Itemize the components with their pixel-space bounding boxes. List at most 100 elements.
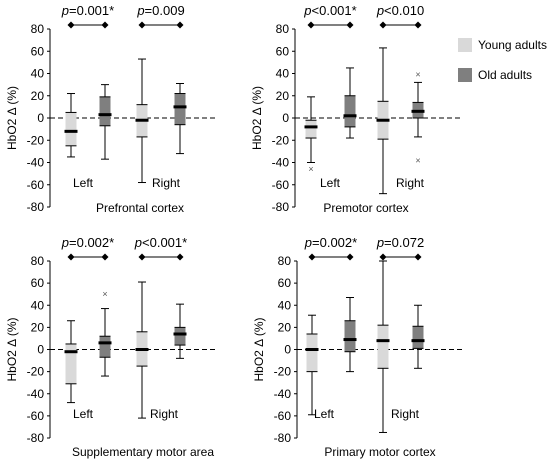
panel2-y-tick-label: 20 xyxy=(276,89,290,103)
panel1-y-tick-label: 60 xyxy=(31,44,45,58)
panel3-y-tick-label: 0 xyxy=(37,343,44,357)
panel2-y-tick-label: -80 xyxy=(272,200,290,214)
panel2-y-tick-label: 0 xyxy=(282,111,289,125)
panel2-group-left-p-number: <0.001* xyxy=(312,3,357,18)
panel2-group-left-bracket-end xyxy=(307,21,315,29)
panel1-group-right-bracket-end xyxy=(176,21,184,29)
panel2-group-left-p-value: p<0.001* xyxy=(303,3,356,18)
panel4-group-left-label: Left xyxy=(314,407,335,421)
panel1-group-left-bracket-end xyxy=(67,21,75,29)
panel1-y-axis-label: HbO2 Δ (%) xyxy=(5,86,19,150)
panel1-group-left-p-number: =0.001* xyxy=(69,3,114,18)
panel4-group-right-young-box xyxy=(377,325,389,369)
panel4-group-left-old-box xyxy=(344,320,356,352)
panel4-y-tick-label: 80 xyxy=(278,254,292,268)
panel2-group-left-young-outlier: × xyxy=(308,164,313,174)
panel4-group-left-p-number: =0.002* xyxy=(312,235,357,250)
panel4-group-right-p-number: =0.072 xyxy=(384,235,424,250)
legend-label-young: Young adults xyxy=(478,38,547,52)
panel2-y-tick-label: -40 xyxy=(272,156,290,170)
panel2-group-left-p-symbol: p xyxy=(303,3,311,18)
panel3-group-left-p-symbol: p xyxy=(61,235,69,250)
panel4-group-right-bracket-end xyxy=(379,253,387,261)
panel1-group-right-old-box xyxy=(174,93,186,125)
panel1-y-tick-label: 0 xyxy=(37,111,44,125)
panel2-y-tick-label: 40 xyxy=(276,67,290,81)
panel3-group-right-bracket-end xyxy=(176,253,184,261)
panel2-group-right-label: Right xyxy=(396,176,425,190)
panel4-group-left-p-symbol: p xyxy=(304,235,312,250)
panel2-group-right-bracket-end xyxy=(379,21,387,29)
legend-label-old: Old adults xyxy=(478,68,532,82)
panel3-group-right-label: Right xyxy=(150,407,179,421)
panel2-y-tick-label: 60 xyxy=(276,44,290,58)
panel1-group-left-bracket-end xyxy=(101,21,109,29)
panel1-y-tick-label: -80 xyxy=(27,200,45,214)
panel3-y-tick-label: 20 xyxy=(31,320,45,334)
panel1-title: Prefrontal cortex xyxy=(96,201,184,215)
panel1-group-right-p-symbol: p xyxy=(136,3,144,18)
panel2-group-right-bracket-end xyxy=(414,21,422,29)
panel1-group-right-bracket-end xyxy=(138,21,146,29)
panel2-group-left-bracket-end xyxy=(346,21,354,29)
panel4-y-tick-label: -60 xyxy=(274,409,292,423)
panel1-y-tick-label: 20 xyxy=(31,89,45,103)
panel2-group-left-young-box xyxy=(305,120,317,139)
panel1-group-left-old-box xyxy=(99,96,111,126)
panel3-group-right-bracket-end xyxy=(138,253,146,261)
panel4-y-axis-label: HbO2 Δ (%) xyxy=(252,317,266,381)
panel2-title: Premotor cortex xyxy=(323,201,408,215)
panel1-y-tick-label: -20 xyxy=(27,133,45,147)
panel4-y-tick-label: 40 xyxy=(278,298,292,312)
panel1-group-left-young-box xyxy=(65,112,77,146)
panel4-group-right-bracket-end xyxy=(414,253,422,261)
panel1-y-tick-label: -40 xyxy=(27,156,45,170)
panel4-group-right-p-symbol: p xyxy=(376,235,384,250)
panel1-group-left-p-value: p=0.001* xyxy=(61,3,114,18)
panel3-group-right-old-box xyxy=(174,327,186,346)
panel4-y-tick-label: -20 xyxy=(274,365,292,379)
panel2-group-right-p-number: <0.010 xyxy=(384,3,424,18)
panel4-group-left-young-box xyxy=(306,334,318,372)
panel3-group-left-young-box xyxy=(65,343,77,384)
panel1-y-tick-label: -60 xyxy=(27,178,45,192)
panel3-y-tick-label: 80 xyxy=(31,254,45,268)
panel3-group-right-p-number: <0.001* xyxy=(142,235,187,250)
panel3-group-left-old-box xyxy=(99,336,111,358)
panel2-group-right-p-symbol: p xyxy=(376,3,384,18)
panel1-y-tick-label: 80 xyxy=(31,22,45,36)
panel4-group-right-old-box xyxy=(412,326,424,349)
panel4-y-tick-label: -40 xyxy=(274,387,292,401)
panel1-group-left-p-symbol: p xyxy=(61,3,69,18)
panel4-y-tick-label: 0 xyxy=(284,343,291,357)
panel3-y-tick-label: -60 xyxy=(27,409,45,423)
panel2-y-tick-label: -20 xyxy=(272,133,290,147)
panel3-y-axis-label: HbO2 Δ (%) xyxy=(5,317,19,381)
panel1-y-tick-label: 40 xyxy=(31,67,45,81)
panel3-y-tick-label: -20 xyxy=(27,365,45,379)
panel3-group-left-old-outlier: × xyxy=(102,289,107,299)
panel4-y-tick-label: 20 xyxy=(278,320,292,334)
panel3-title: Supplementary motor area xyxy=(72,445,214,459)
panel3-y-tick-label: 60 xyxy=(31,276,45,290)
panel3-group-right-p-value: p<0.001* xyxy=(134,235,187,250)
panel2-y-axis-label: HbO2 Δ (%) xyxy=(250,86,264,150)
panel3-y-tick-label: -80 xyxy=(27,431,45,445)
panel1-group-right-p-value: p=0.009 xyxy=(136,3,184,18)
panel1-group-right-p-number: =0.009 xyxy=(145,3,185,18)
panel2-y-tick-label: -60 xyxy=(272,178,290,192)
panel4-y-tick-label: 60 xyxy=(278,276,292,290)
panel2-group-right-old-outlier: × xyxy=(415,70,420,80)
panel2-group-left-old-box xyxy=(344,95,356,127)
panel3-y-tick-label: 40 xyxy=(31,298,45,312)
panel4-title: Primary motor cortex xyxy=(324,445,435,459)
panel3-y-tick-label: -40 xyxy=(27,387,45,401)
panel2-y-tick-label: 80 xyxy=(276,22,290,36)
panel2-group-right-p-value: p<0.010 xyxy=(376,3,424,18)
panel3-group-right-p-symbol: p xyxy=(134,235,142,250)
panel4-group-left-p-value: p=0.002* xyxy=(304,235,357,250)
panel4-group-right-label: Right xyxy=(391,407,420,421)
panel4-group-right-p-value: p=0.072 xyxy=(376,235,424,250)
panel3-group-left-p-value: p=0.002* xyxy=(61,235,114,250)
